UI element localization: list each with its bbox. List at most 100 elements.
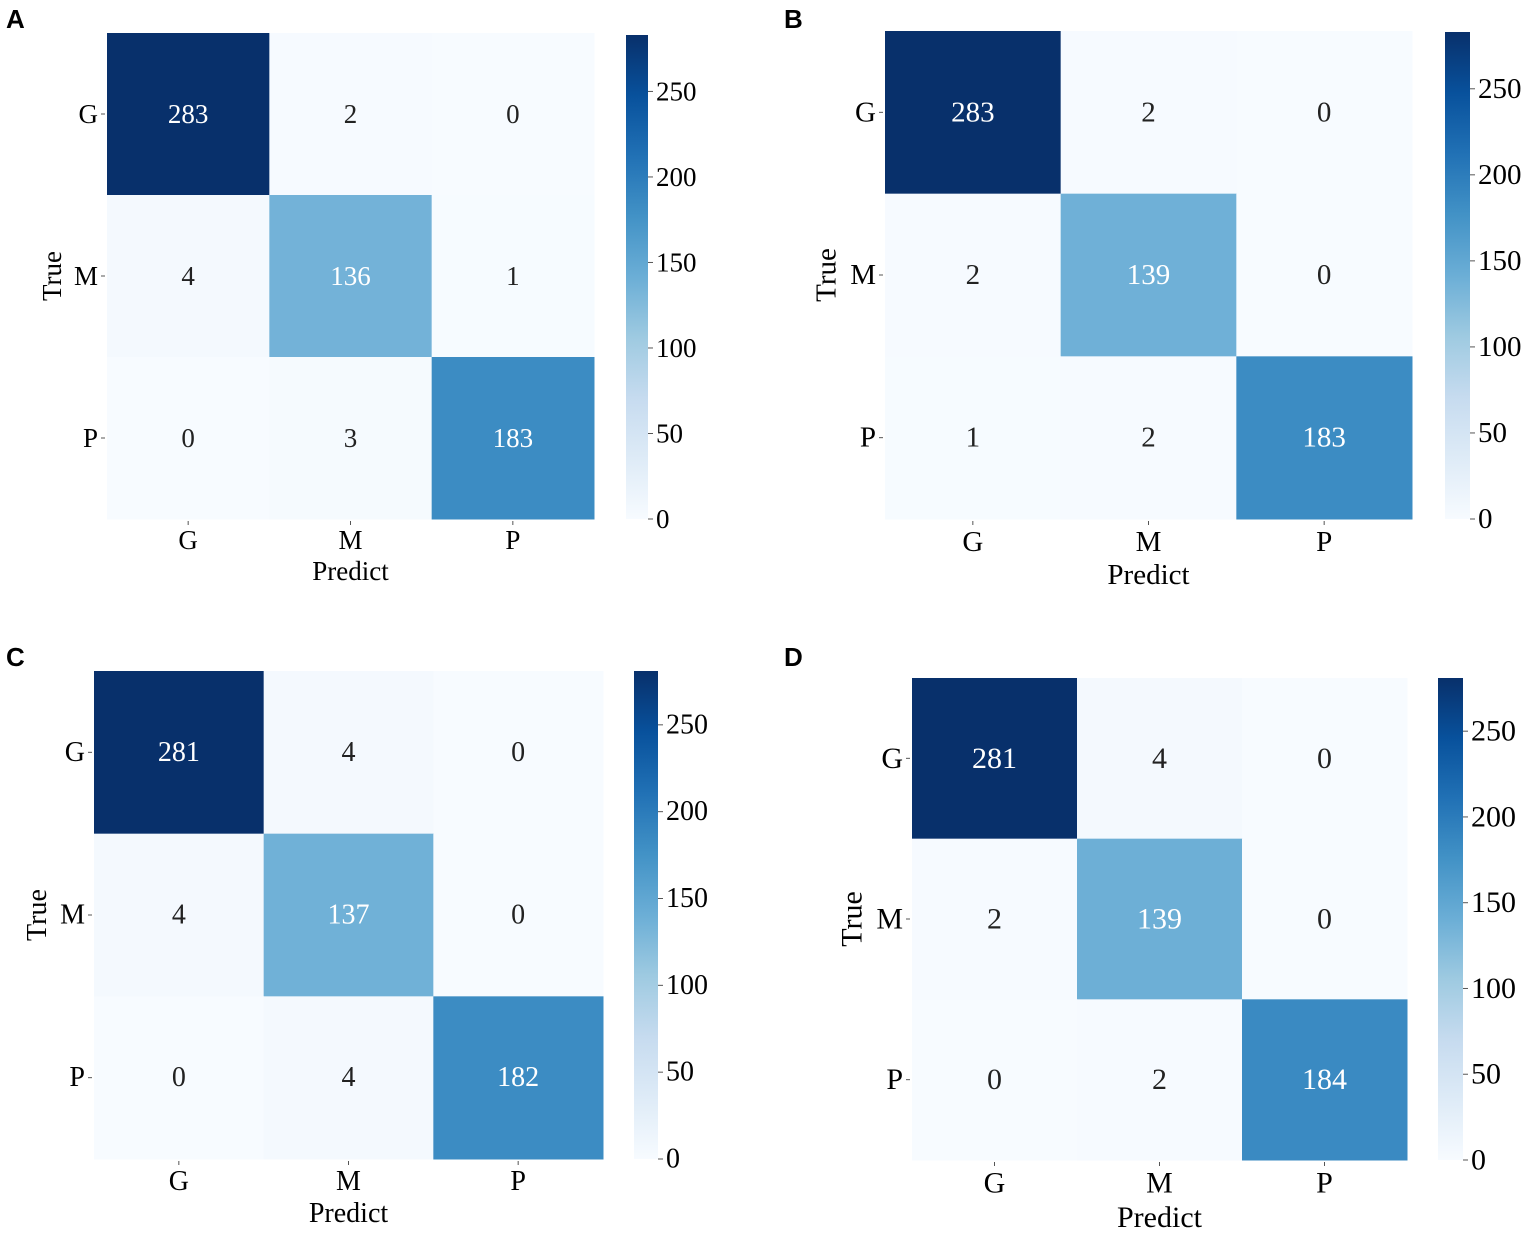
colorbar-tick-label: 200 bbox=[1471, 800, 1516, 833]
y-tick-label: P bbox=[69, 1062, 85, 1093]
cell-value-label: 0 bbox=[1317, 259, 1332, 291]
colorbar bbox=[626, 35, 648, 519]
y-tick-label: M bbox=[850, 259, 876, 291]
colorbar-tick-label: 50 bbox=[1478, 417, 1507, 449]
x-tick-label: M bbox=[1136, 526, 1162, 558]
cell-value-label: 3 bbox=[344, 423, 358, 453]
y-tick-label: M bbox=[74, 261, 98, 291]
heatmap-cell bbox=[1060, 193, 1237, 357]
heatmap-cell bbox=[94, 996, 265, 1160]
colorbar-tick-label: 0 bbox=[1478, 503, 1493, 535]
heatmap-cell bbox=[433, 996, 604, 1160]
x-tick-label: G bbox=[178, 525, 198, 555]
cell-value-label: 4 bbox=[181, 261, 195, 291]
panel-label: D bbox=[784, 642, 803, 672]
cell-value-label: 182 bbox=[497, 1062, 539, 1093]
panel-d: D 281 4 0 2 139 0 0 2 184 G M P G M P Predict True 0 50 100 1… bbox=[784, 642, 1516, 1234]
heatmap-cell bbox=[912, 999, 1078, 1161]
y-tick-label: P bbox=[860, 422, 876, 454]
panel-label: A bbox=[6, 4, 25, 34]
x-tick-label: G bbox=[984, 1167, 1006, 1200]
panel-c: C 281 4 0 4 137 0 0 4 182 G M P G M P Predict True 0 50 100 1… bbox=[6, 642, 708, 1229]
cell-value-label: 4 bbox=[342, 1062, 356, 1093]
heatmap-cell bbox=[263, 833, 434, 997]
heatmap-cell bbox=[1077, 999, 1243, 1161]
x-tick-label: P bbox=[1316, 526, 1332, 558]
cell-value-label: 4 bbox=[342, 737, 356, 768]
colorbar bbox=[1445, 32, 1470, 519]
heatmap-cell bbox=[107, 357, 270, 520]
x-tick-label: P bbox=[505, 525, 520, 555]
cell-value-label: 139 bbox=[1127, 259, 1171, 291]
x-tick-label: M bbox=[336, 1166, 361, 1197]
cell-value-label: 0 bbox=[511, 737, 525, 768]
heatmap-cell bbox=[1077, 838, 1243, 1000]
colorbar-tick-label: 250 bbox=[1471, 715, 1516, 748]
heatmap-cell bbox=[269, 357, 433, 520]
colorbar-tick-label: 200 bbox=[666, 796, 708, 827]
colorbar-tick-label: 250 bbox=[1478, 73, 1522, 105]
colorbar-tick-label: 50 bbox=[666, 1057, 694, 1088]
heatmap-cell bbox=[107, 33, 270, 196]
heatmap-cell bbox=[431, 33, 595, 196]
heatmap-cell bbox=[885, 193, 1062, 357]
cell-value-label: 183 bbox=[493, 423, 534, 453]
cell-value-label: 281 bbox=[158, 737, 200, 768]
y-tick-label: G bbox=[65, 737, 85, 768]
heatmap-cell bbox=[912, 678, 1078, 840]
x-axis-label: Predict bbox=[1107, 559, 1189, 591]
colorbar-tick-label: 200 bbox=[1478, 159, 1522, 191]
heatmap-cell bbox=[1242, 838, 1408, 1000]
cell-value-label: 0 bbox=[1317, 903, 1332, 936]
colorbar-tick-label: 0 bbox=[1471, 1144, 1486, 1177]
x-tick-label: G bbox=[169, 1166, 189, 1197]
colorbar-tick-label: 50 bbox=[1471, 1058, 1501, 1091]
x-tick-label: P bbox=[510, 1166, 526, 1197]
heatmap-cell bbox=[885, 356, 1062, 520]
y-axis-label: True bbox=[37, 251, 67, 301]
cell-value-label: 184 bbox=[1302, 1063, 1347, 1096]
y-tick-label: M bbox=[876, 903, 903, 936]
cell-value-label: 2 bbox=[344, 99, 358, 129]
cell-value-label: 281 bbox=[972, 742, 1017, 775]
heatmap-cell bbox=[1236, 356, 1413, 520]
x-axis-label: Predict bbox=[309, 1198, 389, 1229]
colorbar-tick-label: 150 bbox=[656, 247, 697, 277]
colorbar bbox=[634, 671, 658, 1159]
colorbar-tick-label: 250 bbox=[666, 709, 708, 740]
cell-value-label: 4 bbox=[1152, 742, 1167, 775]
colorbar-tick-label: 100 bbox=[1471, 972, 1516, 1005]
cell-value-label: 0 bbox=[506, 99, 520, 129]
cell-value-label: 0 bbox=[1317, 742, 1332, 775]
heatmap-cell bbox=[1236, 193, 1413, 357]
cell-value-label: 2 bbox=[1141, 96, 1156, 128]
colorbar-tick-label: 150 bbox=[1478, 245, 1522, 277]
y-tick-label: G bbox=[79, 99, 99, 129]
cell-value-label: 0 bbox=[181, 423, 195, 453]
heatmap-cell bbox=[94, 833, 265, 997]
y-axis-label: True bbox=[22, 889, 53, 941]
heatmap-cell bbox=[1242, 678, 1408, 840]
heatmap-cell bbox=[269, 195, 433, 358]
cell-value-label: 1 bbox=[506, 261, 520, 291]
cell-value-label: 183 bbox=[1302, 422, 1346, 454]
y-tick-label: P bbox=[83, 423, 98, 453]
x-tick-label: M bbox=[338, 525, 362, 555]
heatmap-cell bbox=[433, 671, 604, 835]
heatmap-cell bbox=[107, 195, 270, 358]
cell-value-label: 0 bbox=[172, 1062, 186, 1093]
x-tick-label: M bbox=[1146, 1167, 1173, 1200]
colorbar-tick-label: 100 bbox=[666, 970, 708, 1001]
cell-value-label: 1 bbox=[966, 422, 981, 454]
x-tick-label: G bbox=[962, 526, 983, 558]
cell-value-label: 137 bbox=[328, 900, 370, 931]
panel-b: B 283 2 0 2 139 0 1 2 183 G M P G M P Predict True 0 50 100 1… bbox=[784, 4, 1522, 591]
cell-value-label: 139 bbox=[1137, 903, 1182, 936]
x-tick-label: P bbox=[1316, 1167, 1333, 1200]
heatmap-cell bbox=[912, 838, 1078, 1000]
panel-a: A 283 2 0 4 136 1 0 3 183 G M P G M P Predict True 0 50 100 1… bbox=[6, 4, 697, 586]
y-tick-label: G bbox=[855, 96, 876, 128]
cell-value-label: 283 bbox=[951, 96, 995, 128]
panel-label: B bbox=[784, 4, 803, 34]
